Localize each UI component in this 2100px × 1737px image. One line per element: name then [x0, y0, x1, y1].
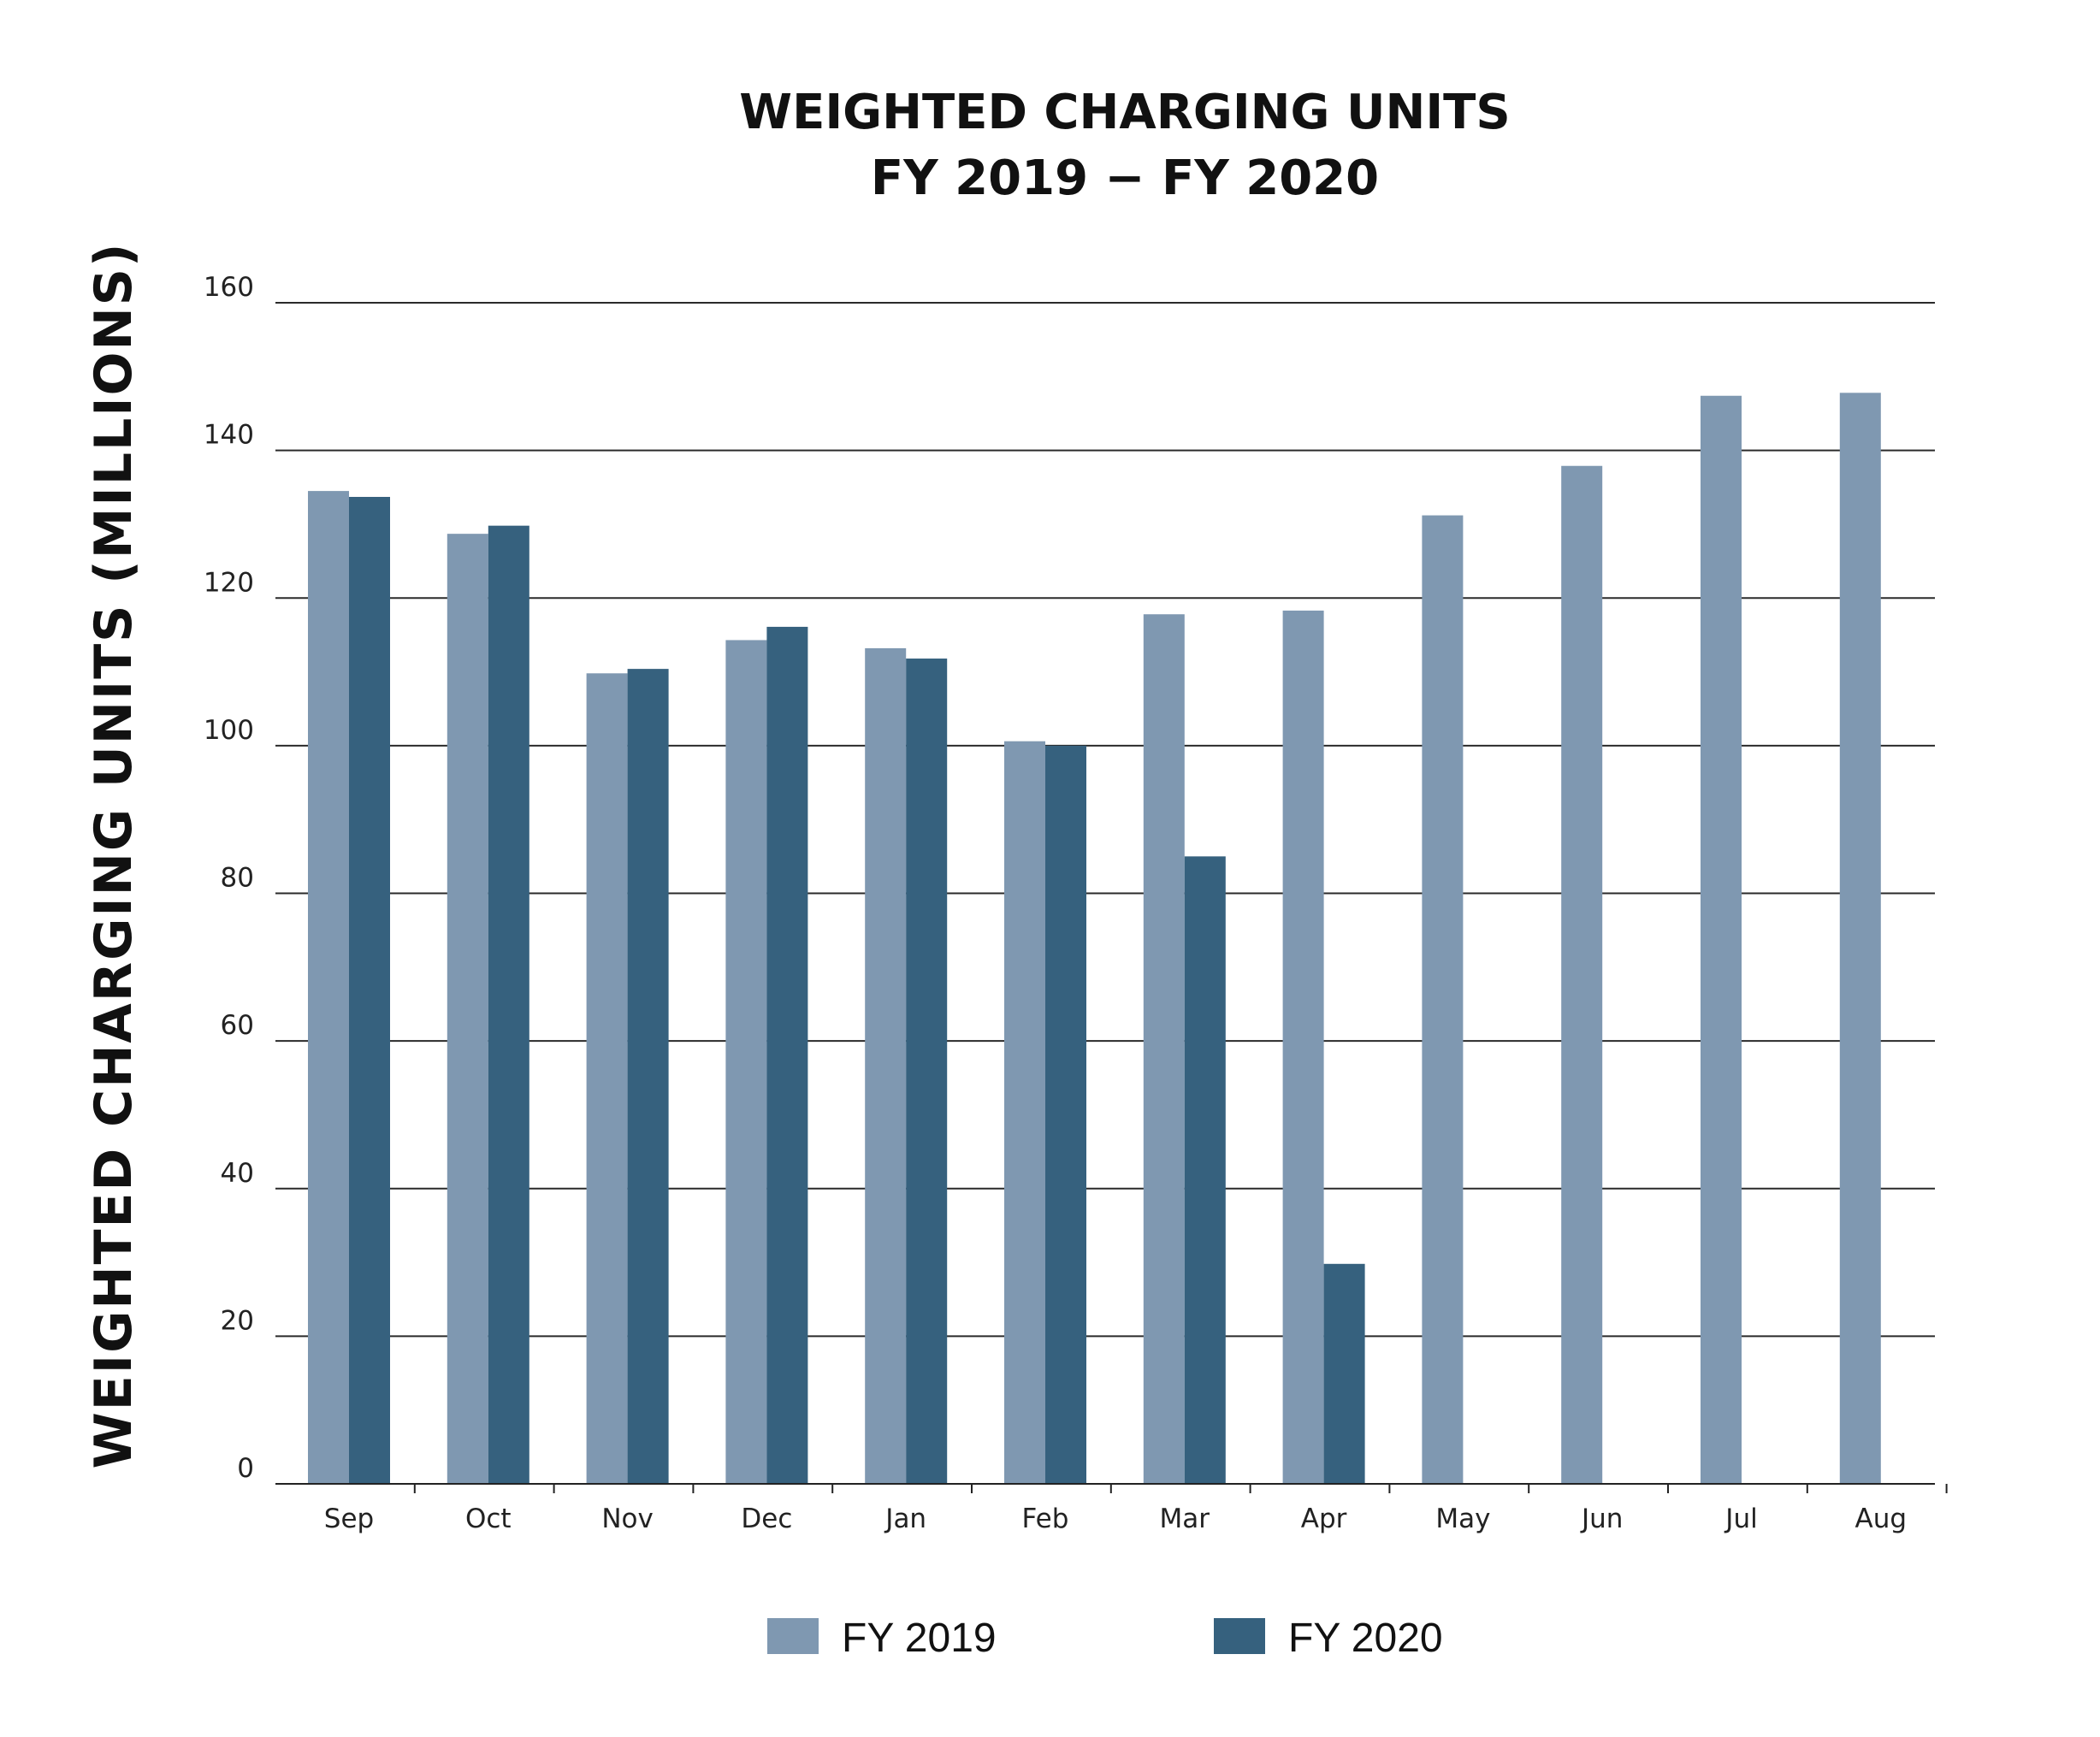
bar-fy2019	[1701, 395, 1742, 1484]
y-tick-label: 160	[204, 272, 254, 303]
x-tick-label: May	[1435, 1504, 1490, 1534]
x-tick-label: Apr	[1301, 1504, 1347, 1534]
bar-fy2020	[1045, 745, 1086, 1484]
bar-fy2020	[349, 497, 390, 1484]
y-tick-label: 20	[221, 1305, 254, 1336]
bar-fy2019	[725, 640, 767, 1484]
bar-fy2019	[1839, 393, 1881, 1484]
y-tick-label: 40	[221, 1158, 254, 1189]
bar-fy2020	[766, 626, 808, 1484]
y-tick-label: 100	[204, 715, 254, 746]
legend-item: FY 2020	[1214, 1616, 1443, 1661]
x-tick-label: Jun	[1580, 1504, 1623, 1534]
bar-fy2019	[1422, 515, 1464, 1484]
legend-label: FY 2019	[842, 1616, 997, 1661]
bar-fy2020	[488, 525, 529, 1484]
y-tick-label: 0	[237, 1453, 254, 1484]
bar-fy2020	[906, 659, 948, 1484]
y-tick-label: 60	[221, 1010, 254, 1041]
y-tick-label: 120	[204, 567, 254, 598]
chart-title: WEIGHTED CHARGING UNITS	[739, 85, 1510, 140]
y-axis-label: WEIGHTED CHARGING UNITS (MILLIONS)	[84, 242, 144, 1469]
x-tick-label: Sep	[324, 1504, 374, 1534]
x-tick-label: Feb	[1022, 1504, 1069, 1534]
bar-fy2019	[1143, 614, 1185, 1484]
bar-fy2019	[1004, 741, 1045, 1484]
bar-fy2019	[586, 673, 628, 1484]
legend-item: FY 2019	[767, 1616, 997, 1661]
legend-swatch	[767, 1618, 819, 1654]
bar-fy2019	[865, 647, 907, 1484]
x-tick-label: Nov	[601, 1504, 654, 1534]
bar-fy2019	[308, 491, 349, 1484]
y-tick-label: 80	[221, 863, 254, 894]
x-tick-label: Jan	[884, 1504, 926, 1534]
chart-subtitle: FY 2019 − FY 2020	[871, 151, 1379, 206]
legend-label: FY 2020	[1288, 1616, 1443, 1661]
x-tick-label: Dec	[741, 1504, 792, 1534]
bar-fy2019	[1561, 465, 1603, 1484]
bar-fy2019	[1282, 610, 1324, 1484]
bar-fy2019	[447, 534, 488, 1484]
legend-swatch	[1214, 1618, 1265, 1654]
bar-fy2020	[627, 669, 669, 1484]
x-tick-label: Oct	[465, 1504, 512, 1534]
bar-fy2020	[1184, 856, 1226, 1484]
y-tick-label: 140	[204, 420, 254, 451]
x-tick-label: Jul	[1724, 1504, 1757, 1534]
x-tick-label: Aug	[1855, 1504, 1908, 1534]
x-tick-label: Mar	[1160, 1504, 1210, 1534]
bar-fy2020	[1323, 1263, 1365, 1484]
